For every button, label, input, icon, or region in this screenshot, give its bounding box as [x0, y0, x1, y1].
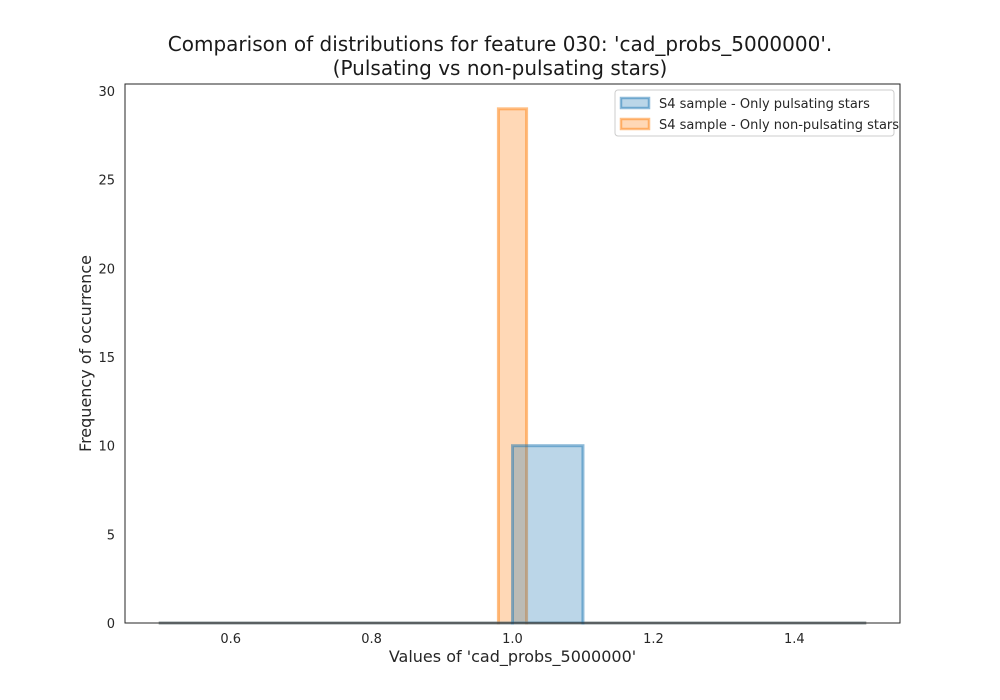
y-tick-label: 30: [98, 85, 115, 100]
x-tick-label: 1.4: [784, 632, 805, 647]
y-tick-label: 20: [98, 262, 115, 277]
y-axis-label: Frequency of occurrence: [76, 255, 95, 452]
legend-swatch-0: [619, 96, 651, 110]
x-axis-label: Values of 'cad_probs_5000000': [389, 647, 636, 667]
x-tick-labels: 0.6 0.8 1.0 1.2 1.4: [220, 632, 804, 647]
x-tick-label: 0.8: [361, 632, 382, 647]
legend-box: [614, 89, 895, 137]
legend-swatch-1: [619, 117, 651, 131]
chart-title-line-2: (Pulsating vs non-pulsating stars): [332, 56, 668, 80]
x-tick-label: 0.6: [220, 632, 241, 647]
chart-title-line-1: Comparison of distributions for feature …: [167, 32, 833, 56]
legend: S4 sample - Only pulsating stars S4 sampl…: [614, 89, 899, 137]
y-tick-label: 15: [98, 351, 115, 366]
y-tick-labels: 0 5 10 15 20 25 30: [98, 85, 115, 632]
plot-frame: [124, 83, 901, 624]
chart-title: Comparison of distributions for feature …: [0, 32, 1000, 80]
x-tick-label: 1.0: [502, 632, 523, 647]
y-tick-label: 10: [98, 440, 115, 455]
x-tick-label: 1.2: [643, 632, 664, 647]
y-tick-label: 0: [107, 617, 115, 632]
bars-layer: [158, 107, 867, 625]
y-tick-label: 25: [98, 174, 115, 189]
legend-label-0: S4 sample - Only pulsating stars: [659, 97, 870, 112]
y-tick-label: 5: [107, 528, 115, 543]
histogram-bar-series-0-bin-1: [511, 444, 585, 625]
legend-label-1: S4 sample - Only non-pulsating stars: [659, 118, 899, 133]
